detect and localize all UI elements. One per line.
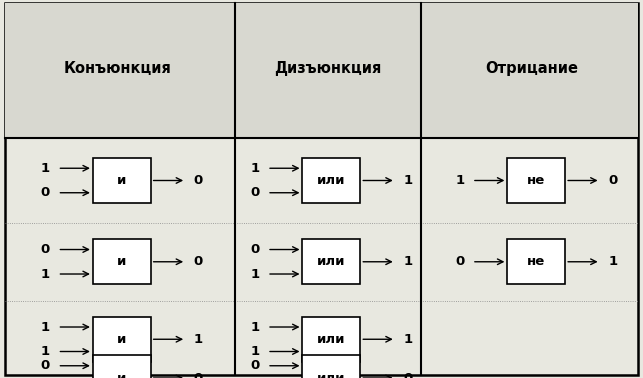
Text: 1: 1 (41, 162, 50, 175)
Text: 1: 1 (250, 162, 259, 175)
Text: 0: 0 (608, 174, 617, 187)
Text: 0: 0 (250, 186, 259, 199)
Bar (5, 3, 638, 138)
Text: 1: 1 (41, 321, 50, 333)
Bar (507, 158, 565, 203)
Text: и: и (117, 174, 127, 187)
Bar (93, 239, 150, 285)
Text: Отрицание: Отрицание (485, 62, 579, 76)
Text: не: не (527, 174, 545, 187)
Text: 1: 1 (455, 174, 464, 187)
Bar (507, 239, 565, 285)
Text: не: не (527, 255, 545, 268)
Bar (302, 355, 360, 378)
Text: и: и (117, 372, 127, 378)
Text: 1: 1 (250, 268, 259, 280)
Bar (93, 158, 150, 203)
Text: и: и (117, 333, 127, 346)
Text: или: или (317, 174, 346, 187)
Text: или: или (317, 255, 346, 268)
Text: или: или (317, 372, 346, 378)
Text: 0: 0 (41, 186, 50, 199)
Bar (93, 316, 150, 362)
Text: 1: 1 (403, 174, 413, 187)
Text: 1: 1 (250, 345, 259, 358)
Text: 1: 1 (608, 255, 617, 268)
Text: 0: 0 (194, 255, 203, 268)
Text: или: или (317, 333, 346, 346)
Text: и: и (117, 255, 127, 268)
Bar (302, 158, 360, 203)
Text: 1: 1 (194, 333, 203, 346)
Text: 0: 0 (41, 359, 50, 372)
Text: 0: 0 (194, 174, 203, 187)
Text: 1: 1 (250, 321, 259, 333)
Text: 0: 0 (250, 359, 259, 372)
Text: 1: 1 (403, 255, 413, 268)
Text: 0: 0 (403, 372, 413, 378)
Text: 1: 1 (41, 345, 50, 358)
Text: 0: 0 (250, 243, 259, 256)
Text: 0: 0 (41, 243, 50, 256)
Bar (302, 239, 360, 285)
Bar (302, 316, 360, 362)
Text: Конъюнкция: Конъюнкция (64, 62, 171, 76)
Text: 0: 0 (194, 372, 203, 378)
Bar (93, 355, 150, 378)
Text: Дизъюнкция: Дизъюнкция (275, 62, 381, 76)
Text: 1: 1 (403, 333, 413, 346)
Text: 1: 1 (41, 268, 50, 280)
Text: 0: 0 (455, 255, 464, 268)
